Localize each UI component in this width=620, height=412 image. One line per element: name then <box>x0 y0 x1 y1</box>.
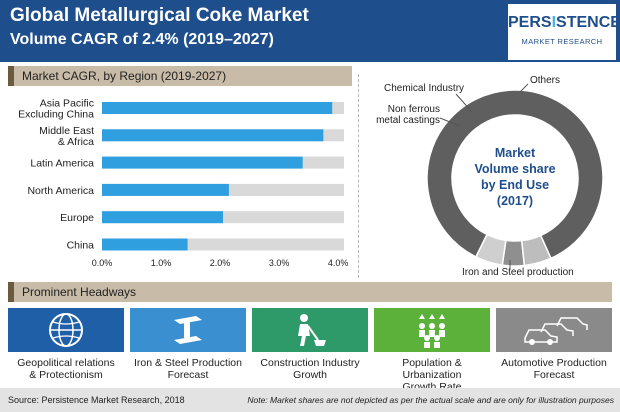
section-divider <box>358 74 359 278</box>
leader-line <box>439 117 461 127</box>
x-tick-label: 0.0% <box>92 258 113 268</box>
headway-card-geopolitical <box>8 308 124 352</box>
category-label: Latin America <box>30 158 94 170</box>
leader-line <box>455 93 473 113</box>
cars-icon <box>524 317 588 345</box>
slice-label-chemical-industry: Chemical Industry <box>384 83 465 94</box>
center-label-line: (2017) <box>496 194 534 208</box>
headway-card-automotive <box>496 308 612 352</box>
headway-card-iron-steel <box>130 308 246 352</box>
population-icon <box>419 314 445 348</box>
bar-2 <box>102 156 303 169</box>
footer: Source: Persistence Market Research, 201… <box>0 388 620 412</box>
slice-label-non-ferrous: Non ferrous metal castings <box>376 104 440 126</box>
headway-label: Iron & Steel Production Forecast <box>134 357 242 381</box>
category-label: Middle East & Africa <box>39 125 94 148</box>
logo-tagline: MARKET RESEARCH <box>521 37 603 46</box>
donut-slice-0 <box>426 89 604 260</box>
headway-card-population <box>374 308 490 352</box>
category-label: China <box>67 240 95 252</box>
center-label-line: Market <box>494 146 536 160</box>
leader-line <box>519 83 529 93</box>
slice-label-iron-steel: Iron and Steel production <box>462 267 574 278</box>
category-label: North America <box>27 185 94 197</box>
page-subtitle: Volume CAGR of 2.4% (2019–2027) <box>10 31 274 48</box>
slice-label-others: Others <box>530 75 561 86</box>
section-tab-marker <box>8 66 14 86</box>
headway-label: Geopolitical relations & Protectionism <box>17 357 115 381</box>
category-label: Asia Pacific Excluding China <box>18 98 94 121</box>
globe-icon <box>49 313 83 347</box>
company-logo: PERSISTENCE MARKET RESEARCH <box>508 4 620 60</box>
bar-1 <box>102 129 324 142</box>
page-title: Global Metallurgical Coke Market <box>10 5 309 26</box>
x-tick-label: 2.0% <box>210 258 231 268</box>
disclaimer-note: Note: Market shares are not depicted as … <box>247 395 614 405</box>
header-banner: Global Metallurgical Coke Market Volume … <box>0 0 620 62</box>
headways-section-title: Prominent Headways <box>22 285 137 299</box>
center-label-line: by End Use <box>480 178 550 192</box>
bar-5 <box>102 238 188 251</box>
x-tick-label: 1.0% <box>151 258 172 268</box>
end-use-donut-chart <box>426 83 604 269</box>
headway-label: Automotive Production Forecast <box>501 357 607 381</box>
bar-4 <box>102 211 223 224</box>
steel-beam-icon <box>174 316 202 344</box>
section-tab-marker <box>8 282 14 302</box>
donut-center-label: Market Volume share by End Use (2017) <box>471 145 559 209</box>
source-note: Source: Persistence Market Research, 201… <box>8 395 185 405</box>
bar-0 <box>102 102 333 114</box>
center-label-line: Volume share <box>474 162 556 176</box>
headway-card-construction <box>252 308 368 352</box>
construction-worker-icon <box>298 314 326 346</box>
logo-wordmark: PERSISTENCE <box>508 14 620 31</box>
headways-section-header: Prominent Headways <box>8 282 612 302</box>
headway-label: Construction Industry Growth <box>260 357 360 381</box>
cagr-bar-chart: Asia Pacific Excluding China Middle East & … <box>18 98 349 269</box>
x-tick-label: 3.0% <box>269 258 290 268</box>
category-label: Europe <box>60 212 94 224</box>
x-tick-label: 4.0% <box>328 258 349 268</box>
bar-3 <box>102 183 229 196</box>
cagr-section-title: Market CAGR, by Region (2019-2027) <box>22 69 227 83</box>
donut-slice-3 <box>474 233 507 266</box>
cagr-section-header: Market CAGR, by Region (2019-2027) <box>8 66 352 86</box>
